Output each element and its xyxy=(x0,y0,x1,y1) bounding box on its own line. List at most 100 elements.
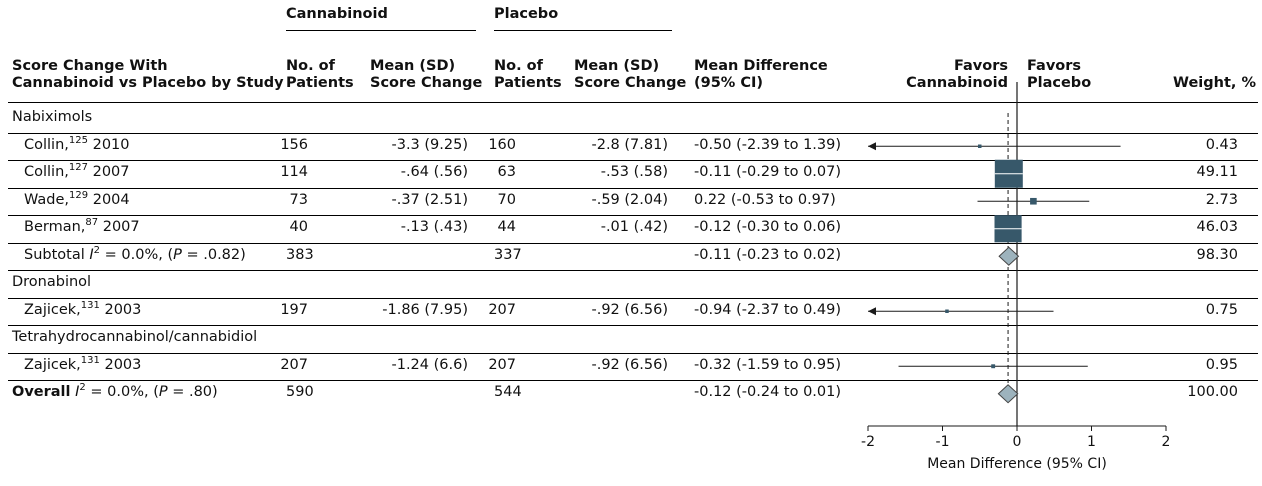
header-mean-placebo: Mean (SD) Score Change xyxy=(574,58,686,92)
group-header-cannabinoid: Cannabinoid xyxy=(286,6,388,22)
weight: 98.30 xyxy=(1196,246,1238,263)
group-label: Dronabinol xyxy=(12,274,92,290)
mean-placebo: -.92 (6.56) xyxy=(591,301,668,318)
study-box xyxy=(991,364,996,369)
n-placebo: 207 xyxy=(488,356,516,373)
study-author: Zajicek, xyxy=(24,356,81,373)
row-rule xyxy=(8,270,1258,271)
n-cannabinoid: 207 xyxy=(280,356,308,373)
mean-cannabinoid: -.37 (2.51) xyxy=(391,191,468,208)
weight: 46.03 xyxy=(1196,219,1238,235)
study-label: Zajicek,131 2003 xyxy=(24,354,142,373)
group-label: Tetrahydrocannabinol/cannabidiol xyxy=(12,329,258,345)
row-rule xyxy=(8,352,1258,354)
study-label: Wade,129 2004 xyxy=(24,189,130,208)
weight: 0.95 xyxy=(1205,356,1238,373)
n-cannabinoid: 114 xyxy=(280,164,308,180)
subtotal-title: Subtotal xyxy=(24,246,85,263)
n-cannabinoid: 590 xyxy=(286,384,314,400)
group-rule-cannabinoid xyxy=(286,30,476,31)
study-reference: 131 xyxy=(80,299,100,311)
study-reference: 129 xyxy=(69,189,89,201)
stat-superscript: 2 xyxy=(79,382,86,393)
study-box xyxy=(1030,197,1037,205)
overall-title: Overall xyxy=(12,384,71,400)
study-box xyxy=(945,309,949,313)
row-rule xyxy=(8,325,1258,326)
group-header-placebo: Placebo xyxy=(494,6,559,22)
study-year: 2010 xyxy=(92,136,130,153)
ci-truncation-arrow xyxy=(868,307,876,316)
header-mean-cannabinoid-line2: Score Change xyxy=(370,75,483,91)
group-rule-placebo xyxy=(494,30,672,31)
favors-placebo-label: Favors Placebo xyxy=(1027,58,1091,92)
stat-superscript: 2 xyxy=(93,244,101,256)
mean-difference: -0.11 (-0.29 to 0.07) xyxy=(694,164,842,180)
row-rule xyxy=(8,160,1258,161)
mean-cannabinoid: -.64 (.56) xyxy=(400,164,468,180)
n-cannabinoid: 40 xyxy=(289,219,308,235)
n-placebo: 70 xyxy=(497,191,516,208)
x-axis-label: Mean Difference (95% CI) xyxy=(927,456,1107,472)
weight: 2.73 xyxy=(1205,191,1238,208)
study-label: Collin,125 2010 xyxy=(24,134,130,153)
mean-difference: -0.94 (-2.37 to 0.49) xyxy=(694,301,842,318)
row-rule xyxy=(8,132,1258,134)
n-cannabinoid: 383 xyxy=(286,246,314,263)
n-placebo: 44 xyxy=(497,219,516,235)
ci-truncation-arrow xyxy=(868,142,876,151)
row-rule xyxy=(8,297,1258,299)
group-label: Nabiximols xyxy=(12,109,93,125)
n-placebo: 337 xyxy=(494,246,522,263)
header-n-cannabinoid-line2: Patients xyxy=(286,75,354,91)
study-reference: 127 xyxy=(68,162,88,173)
study-label: Berman,87 2007 xyxy=(24,218,140,236)
mean-difference: -0.12 (-0.24 to 0.01) xyxy=(694,384,842,400)
n-cannabinoid: 197 xyxy=(280,301,308,318)
mean-difference: 0.22 (-0.53 to 0.97) xyxy=(694,191,836,208)
study-label: Zajicek,131 2003 xyxy=(24,299,142,318)
study-reference: 125 xyxy=(68,134,88,146)
header-mean-placebo-line2: Score Change xyxy=(574,75,687,91)
stat-p: P xyxy=(173,246,182,263)
mean-difference: -0.50 (-2.39 to 1.39) xyxy=(694,136,842,153)
study-label: Collin,127 2007 xyxy=(24,162,130,181)
favors-placebo-line2: Placebo xyxy=(1027,75,1092,91)
weight: 0.75 xyxy=(1205,301,1238,318)
pooled-diamond xyxy=(998,246,1020,266)
n-placebo: 160 xyxy=(488,136,516,153)
mean-placebo: -.01 (.42) xyxy=(600,219,668,235)
header-mean-difference-line1: Mean Difference xyxy=(694,58,828,74)
stat-i: I xyxy=(75,384,80,400)
study-year: 2003 xyxy=(104,356,142,373)
study-author: Collin, xyxy=(24,164,69,180)
mean-cannabinoid: -1.24 (6.6) xyxy=(391,356,468,373)
row-rule xyxy=(8,215,1258,216)
row-rule xyxy=(8,380,1258,381)
favors-cannabinoid-line2: Cannabinoid xyxy=(906,75,1008,91)
header-study-line1: Score Change With xyxy=(12,58,168,74)
header-mean-difference: Mean Difference (95% CI) xyxy=(694,58,828,92)
study-reference: 131 xyxy=(80,354,100,366)
stat-i: I xyxy=(89,246,94,263)
n-placebo: 544 xyxy=(494,384,522,400)
mean-placebo: -.53 (.58) xyxy=(600,164,668,180)
header-study-line2: Cannabinoid vs Placebo by Study xyxy=(12,75,284,91)
x-tick-label: 0 xyxy=(1013,434,1022,450)
mean-difference: -0.11 (-0.23 to 0.02) xyxy=(694,246,842,263)
header-rule xyxy=(8,102,1258,103)
mean-difference: -0.12 (-0.30 to 0.06) xyxy=(694,219,842,235)
header-n-placebo-line2: Patients xyxy=(494,75,562,91)
n-placebo: 207 xyxy=(488,301,516,318)
stat-i2-value: = 0.0%, ( xyxy=(100,246,174,263)
favors-cannabinoid-line1: Favors xyxy=(953,58,1008,74)
study-author: Wade, xyxy=(24,191,70,208)
n-cannabinoid: 156 xyxy=(280,136,308,153)
study-year: 2003 xyxy=(104,301,142,318)
header-mean-cannabinoid: Mean (SD) Score Change xyxy=(370,58,482,92)
study-year: 2004 xyxy=(92,191,130,208)
mean-cannabinoid: -.13 (.43) xyxy=(400,219,468,235)
mean-cannabinoid: -1.86 (7.95) xyxy=(382,301,468,318)
header-mean-placebo-line1: Mean (SD) xyxy=(574,58,660,74)
